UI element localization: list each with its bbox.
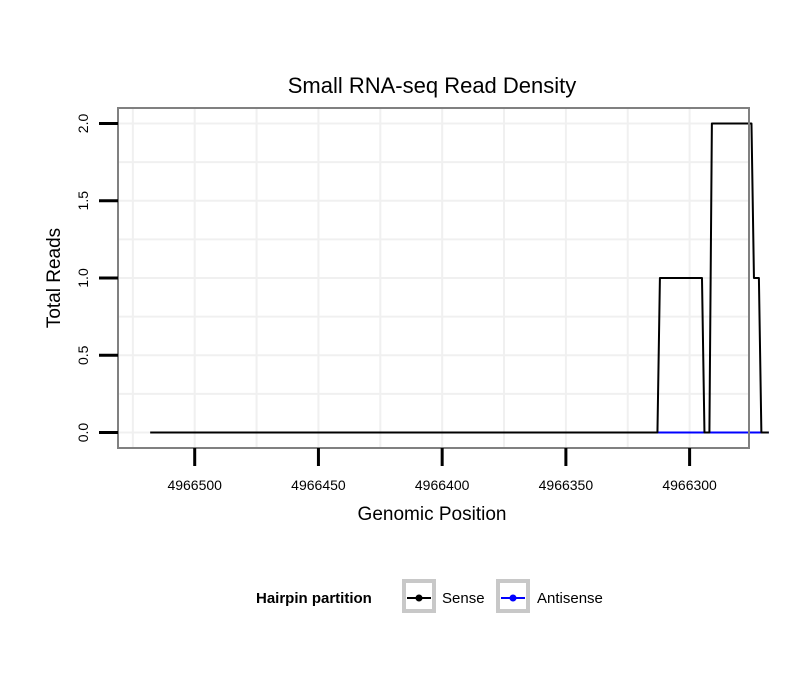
series-line-sense xyxy=(150,122,769,434)
legend-title: Hairpin partition xyxy=(256,590,372,607)
x-tick-label: 4966450 xyxy=(291,477,346,493)
y-tick-label: 1.5 xyxy=(75,191,91,211)
legend-item-sense: Sense xyxy=(402,579,485,613)
y-tick-label: 0.0 xyxy=(75,423,91,443)
x-tick-label: 4966500 xyxy=(167,477,222,493)
legend-label-sense: Sense xyxy=(442,590,485,607)
legend-item-antisense: Antisense xyxy=(496,579,603,613)
y-tick-label: 0.5 xyxy=(75,345,91,365)
y-tick-label: 1.0 xyxy=(75,268,91,288)
x-tick-label: 4966350 xyxy=(539,477,594,493)
y-axis-title: Total Reads xyxy=(44,228,65,328)
y-tick-label: 2.0 xyxy=(75,114,91,134)
y-axis: 0.0 0.5 1.0 1.5 2.0 xyxy=(75,114,118,443)
legend-key-sense-point xyxy=(415,594,423,602)
x-tick-label: 4966400 xyxy=(415,477,470,493)
legend: Hairpin partition Sense Antisense xyxy=(256,579,603,613)
x-axis: 4966500 4966450 4966400 4966350 4966300 xyxy=(167,448,717,493)
legend-key-antisense-point xyxy=(509,594,517,602)
x-tick-label: 4966300 xyxy=(662,477,717,493)
legend-label-antisense: Antisense xyxy=(537,590,603,607)
x-axis-title: Genomic Position xyxy=(358,504,507,525)
chart-title: Small RNA-seq Read Density xyxy=(288,73,577,98)
series-layer xyxy=(150,122,769,434)
